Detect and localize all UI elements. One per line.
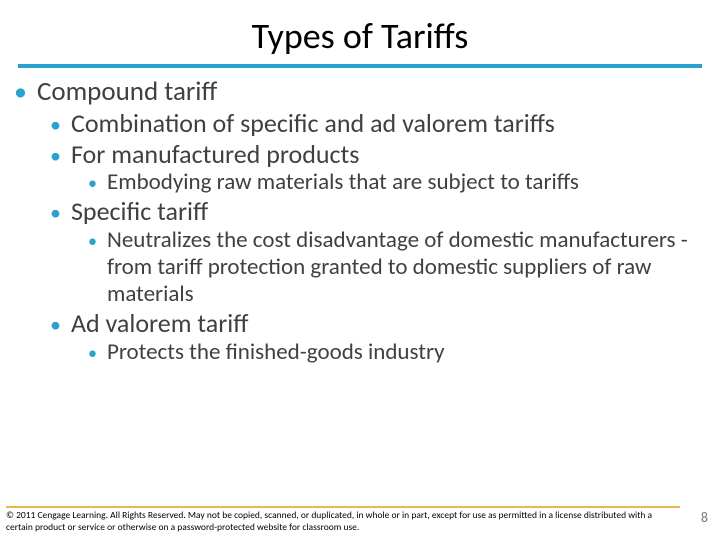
bullet-text: Ad valorem tariff [71,308,248,339]
bullet-text: Embodying raw materials that are subject… [107,169,579,196]
list-item: • Embodying raw materials that are subje… [88,169,702,196]
title-rule [18,64,702,68]
bullet-text: Compound tariff [37,76,217,108]
list-item: • Combination of specific and ad valorem… [50,108,702,139]
bullet-icon: • [88,174,97,192]
bullet-list: • Compound tariff • Combination of speci… [8,76,702,366]
list-item: • Protects the finished-goods industry [88,339,702,366]
bullet-text: Neutralizes the cost disadvantage of dom… [107,227,702,308]
list-item: • Neutralizes the cost disadvantage of d… [88,227,702,308]
list-item: • Compound tariff • Combination of speci… [14,76,702,366]
slide-title: Types of Tariffs [0,14,720,58]
footer-copyright: © 2011 Cengage Learning. All Rights Rese… [6,506,680,534]
list-item: • Specific tariff • Neutralizes the cost… [50,196,702,308]
bullet-icon: • [50,114,61,136]
bullet-icon: • [50,202,61,224]
list-item: • For manufactured products • Embodying … [50,139,702,197]
list-item: • Ad valorem tariff • Protects the finis… [50,308,702,366]
bullet-text: Specific tariff [71,196,208,227]
slide: Types of Tariffs • Compound tariff • Com… [0,0,720,540]
bullet-icon: • [14,78,27,104]
bullet-text: For manufactured products [71,139,359,170]
bullet-icon: • [88,232,97,250]
page-number: 8 [701,509,708,526]
bullet-text: Combination of specific and ad valorem t… [71,108,555,139]
bullet-text: Protects the finished-goods industry [107,339,445,366]
content-area: • Compound tariff • Combination of speci… [0,76,720,366]
bullet-icon: • [88,344,97,362]
bullet-icon: • [50,145,61,167]
bullet-icon: • [50,314,61,336]
